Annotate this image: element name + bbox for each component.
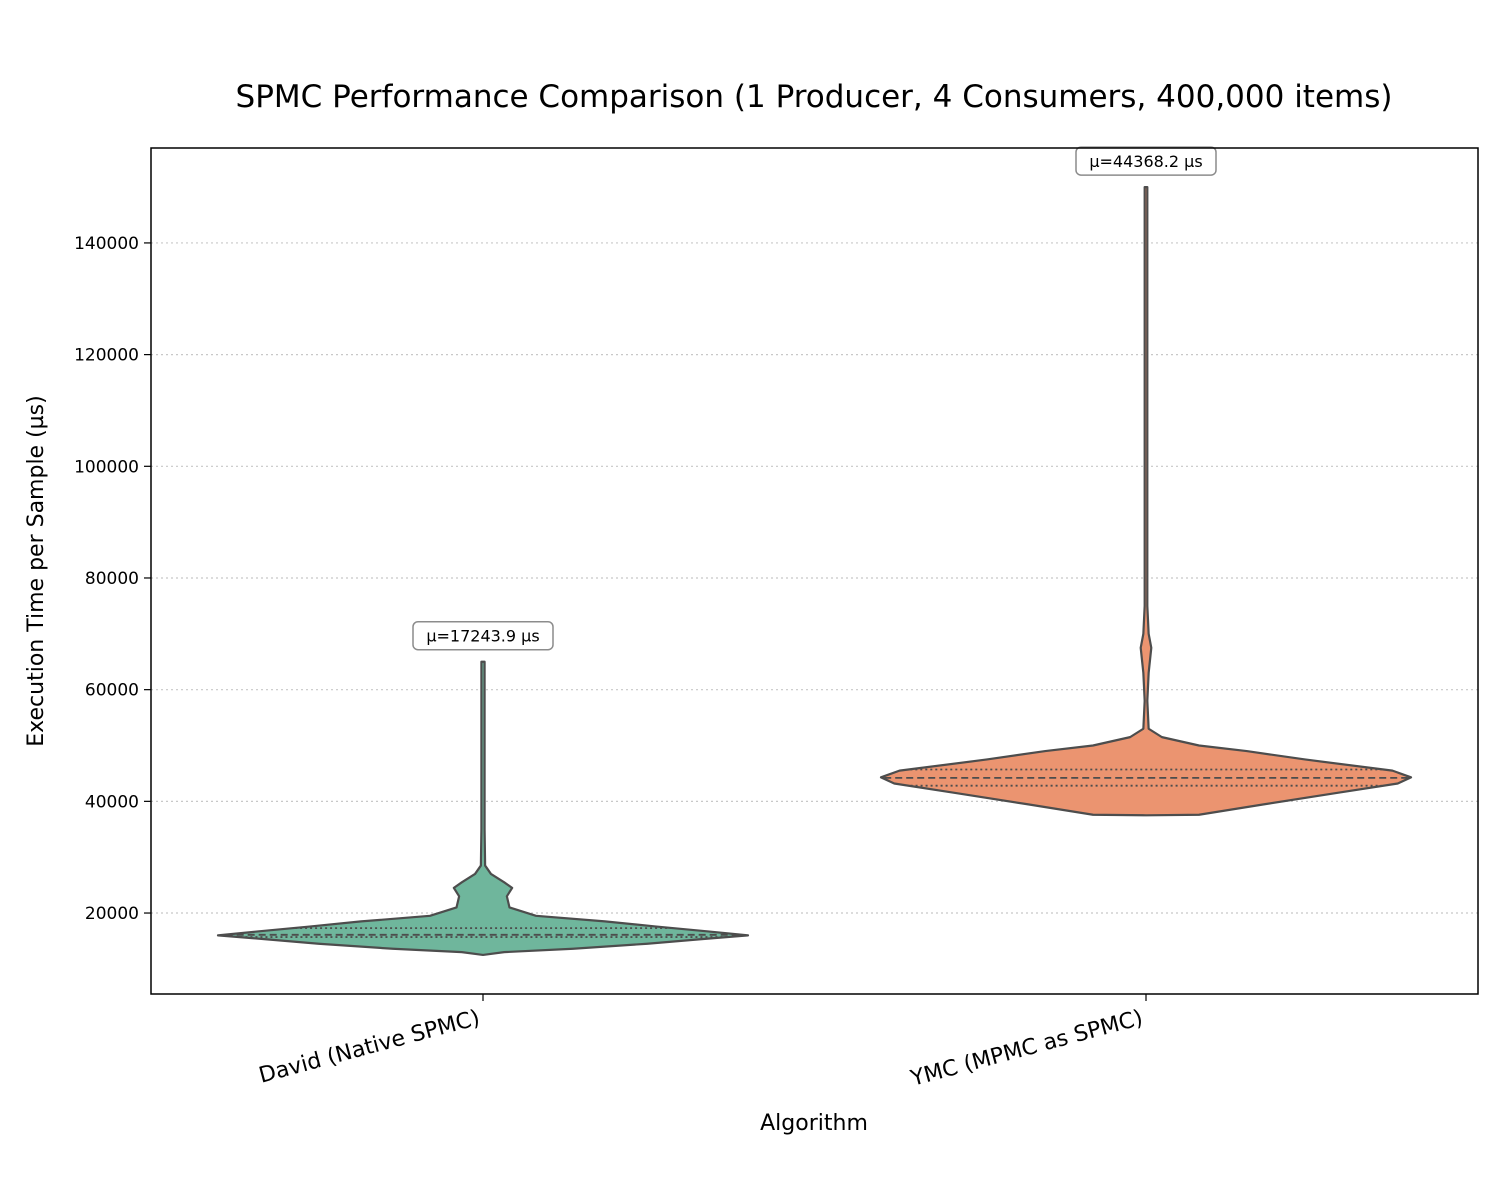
x-axis-title: Algorithm: [760, 1111, 868, 1136]
mean-annotation-box: [412, 620, 554, 651]
violins: [216, 185, 1413, 957]
mean-annotation-label: μ=17243.9 µs: [426, 627, 539, 646]
y-axis-title: Execution Time per Sample (µs): [24, 395, 49, 746]
y-gridlines: [151, 242, 1478, 914]
plot-frame: [150, 147, 1479, 995]
mean-annotation: μ=44368.2 µs: [1075, 146, 1217, 176]
violin-body: [879, 185, 1413, 817]
axes: 20000 40000 60000 80000 100000 120000 140000 Da…: [74, 234, 1147, 1092]
x-tick-label: David (Native SPMC): [256, 1006, 482, 1089]
mean-annotation-label: μ=44368.2 µs: [1089, 152, 1202, 171]
mean-annotations: μ=17243.9 µs μ=44368.2 µs: [412, 146, 1217, 651]
chart-title: SPMC Performance Comparison (1 Producer,…: [236, 79, 1393, 115]
mean-annotation: μ=17243.9 µs: [412, 620, 554, 651]
x-tick-label: YMC (MPMC as SPMC): [907, 1006, 1145, 1092]
y-tick-label: 100000: [74, 457, 139, 477]
y-tick-label: 60000: [85, 681, 139, 701]
violin-body: [216, 660, 750, 957]
y-tick-label: 140000: [74, 234, 139, 254]
y-tick-label: 120000: [74, 346, 139, 366]
y-tick-label: 20000: [85, 904, 139, 924]
mean-annotation-box: [1075, 146, 1217, 176]
y-tick-label: 40000: [85, 792, 139, 812]
y-tick-label: 80000: [85, 569, 139, 589]
